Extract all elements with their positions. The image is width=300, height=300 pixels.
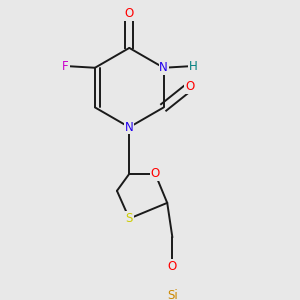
Text: F: F — [62, 59, 69, 73]
Text: O: O — [185, 80, 194, 93]
Text: N: N — [125, 121, 134, 134]
Text: N: N — [159, 61, 168, 74]
Text: O: O — [151, 167, 160, 180]
Text: H: H — [189, 59, 197, 73]
Text: O: O — [168, 260, 177, 273]
Text: Si: Si — [167, 290, 178, 300]
Text: S: S — [126, 212, 133, 225]
Text: O: O — [125, 7, 134, 20]
